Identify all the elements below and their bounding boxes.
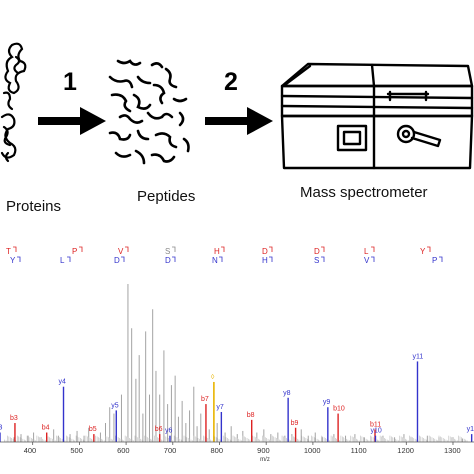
sequence-residue: L [60,256,65,265]
y-ion-label: y12 [467,426,474,433]
mass-spectrometer-drawing [280,62,474,170]
fragment-bracket [219,256,223,262]
b-ion-label: b5 [89,426,97,433]
fragment-bracket [17,256,21,262]
sequence-residue: H [262,256,268,265]
tick-label: 900 [257,446,270,455]
sequence-residue: N [212,256,218,265]
fragment-bracket [13,246,17,252]
sequence-residue: L [364,247,369,256]
fragment-bracket [439,256,443,262]
peptides-label: Peptides [137,188,196,205]
fragment-bracket [172,246,176,252]
y-ion-label: y3 [0,425,3,432]
step-1-number: 1 [63,68,77,96]
tick-label: 1100 [351,446,367,455]
x-axis: 400 500 600 700 800 900 1000 1100 1200 1300 m/z [0,441,474,463]
arrow-right-icon [38,107,106,135]
b-ion-label: b3 [10,415,18,422]
sequence-residue: P [432,256,437,265]
b-ion-label: b6 [155,426,163,433]
fragment-bracket [321,246,325,252]
b-ion-label: b8 [247,412,255,419]
fragment-bracket [321,256,325,262]
fragment-bracket [221,246,225,252]
spectrum-peaks [0,284,473,442]
b-ion-label: b10 [333,406,345,413]
sequence-residue: P [72,247,77,256]
fragment-bracket [269,256,273,262]
tick-label: 700 [164,446,177,455]
fragment-bracket [121,256,125,262]
y-ion-label: y8 [283,390,291,397]
y-ion-label: y10 [370,428,381,435]
fragment-bracket [371,246,375,252]
tick-label: 1300 [444,446,461,455]
sequence-residue: T [6,247,11,256]
precursor-label: ◊ [211,374,215,381]
fragment-bracket [427,246,431,252]
y-ion-label: y6 [165,428,173,435]
fragment-bracket [269,246,273,252]
tick-label: 400 [24,446,37,455]
sequence-residue: D [314,247,320,256]
tick-label: 500 [70,446,83,455]
step-2-number: 2 [224,68,238,96]
fragment-bracket [371,256,375,262]
y-ion-label: y9 [323,399,331,406]
fragment-bracket [79,246,83,252]
sequence-residue: S [314,256,319,265]
sequence-residue: Y [10,256,16,265]
peptides-drawing [108,59,190,165]
sequence-residue: V [364,256,370,265]
y-ion-label: y5 [111,402,119,409]
b-ion-label: b7 [201,396,209,403]
x-axis-label: m/z [260,457,270,463]
sequence-residue: D [262,247,268,256]
tick-label: 1200 [397,446,414,455]
fragment-bracket [172,256,176,262]
sequence-residue: H [214,247,220,256]
sequence-residue: S [165,247,170,256]
sequence-residue: V [118,247,124,256]
tick-label: 600 [117,446,130,455]
mass-spectrometer-label: Mass spectrometer [300,184,428,201]
sequence-residue: D [165,256,171,265]
tick-label: 800 [210,446,223,455]
b-ion-label: b11 [370,421,381,428]
ion-labels: b3 b4 b5 b6 b7 b8 b9 b10 b11 y3 y4 y5 y6 y7 y8 y9 y10 y11… [0,353,474,434]
y-ion-label: y7 [216,404,224,411]
fragment-bracket [125,246,129,252]
y-ion-label: y4 [59,379,67,386]
b-ion-label: b4 [42,425,50,432]
b-ion-label: b9 [291,420,299,427]
sequence-residue: D [114,256,120,265]
arrow-right-icon [205,107,273,135]
proteins-label: Proteins [6,198,62,215]
tick-label: 1000 [304,446,321,455]
y-ion-label: y11 [412,353,423,360]
proteins-drawing [0,42,27,163]
fragment-bracket [67,256,71,262]
sequence-residue: Y [420,247,426,256]
